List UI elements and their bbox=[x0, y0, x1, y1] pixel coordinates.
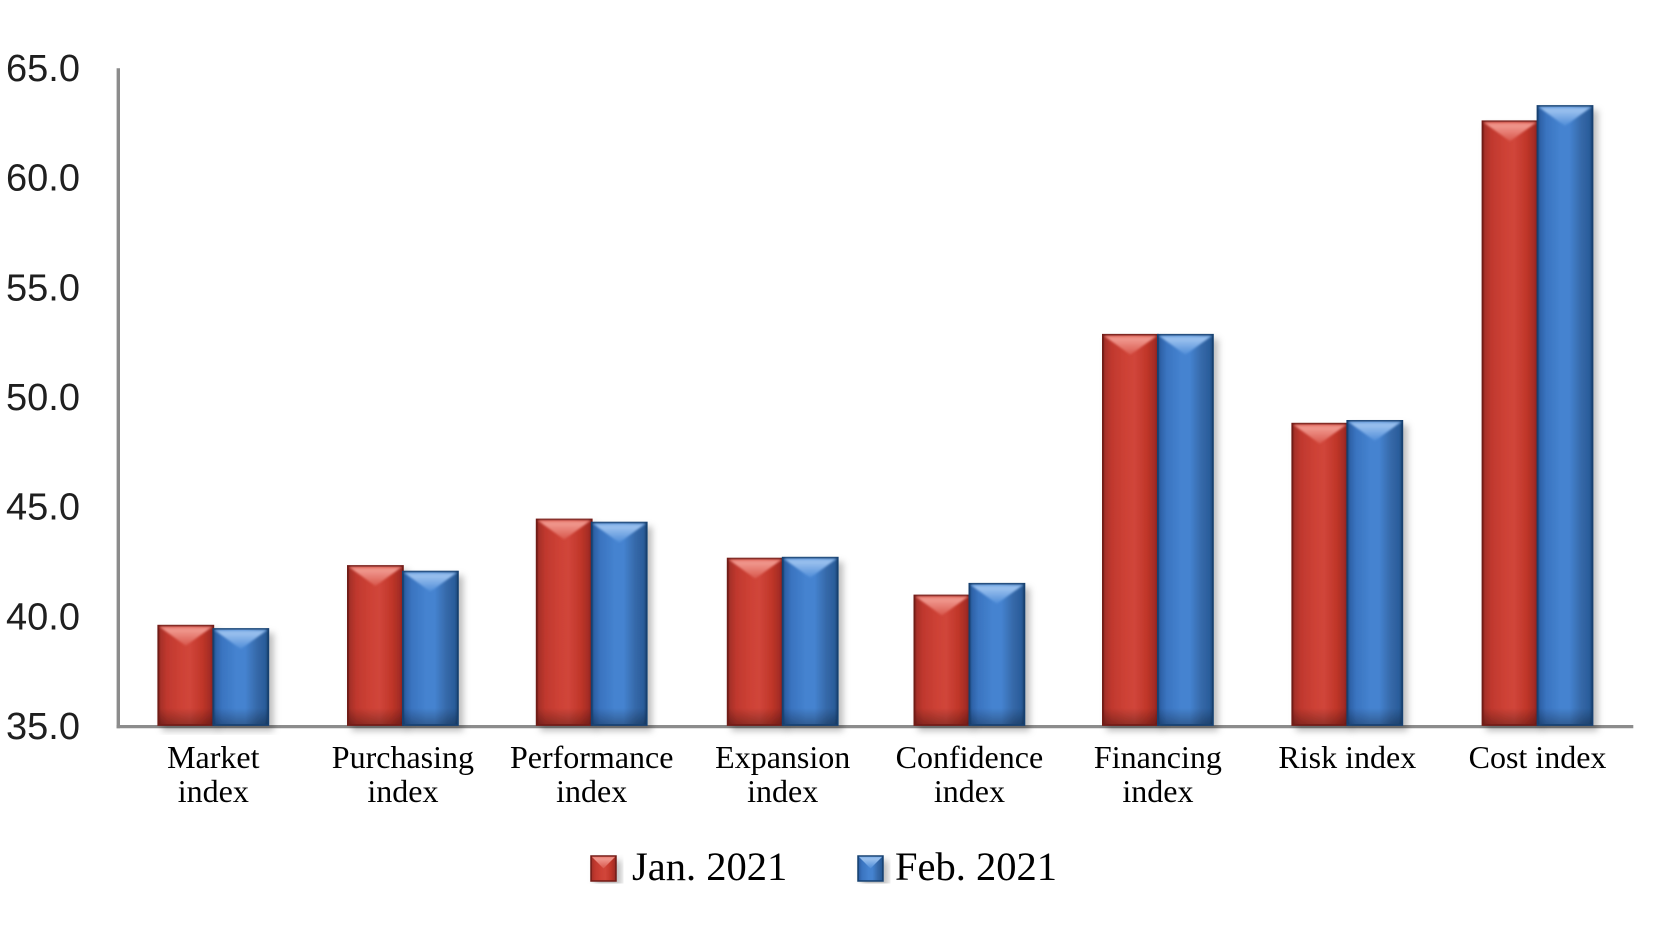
svg-text:index: index bbox=[178, 773, 249, 809]
svg-text:45.0: 45.0 bbox=[6, 487, 80, 529]
svg-text:50.0: 50.0 bbox=[6, 377, 80, 419]
svg-text:Feb. 2021: Feb. 2021 bbox=[895, 844, 1057, 889]
svg-text:65.0: 65.0 bbox=[6, 48, 80, 90]
svg-text:Market: Market bbox=[167, 739, 260, 775]
svg-text:Cost index: Cost index bbox=[1469, 739, 1607, 775]
svg-text:Expansion: Expansion bbox=[715, 739, 850, 775]
svg-text:Financing: Financing bbox=[1094, 739, 1222, 775]
svg-text:index: index bbox=[367, 773, 438, 809]
svg-text:index: index bbox=[1122, 773, 1193, 809]
svg-text:index: index bbox=[747, 773, 818, 809]
svg-text:40.0: 40.0 bbox=[6, 596, 80, 638]
svg-text:Performance: Performance bbox=[510, 739, 673, 775]
svg-text:Jan. 2021: Jan. 2021 bbox=[632, 844, 787, 889]
svg-text:60.0: 60.0 bbox=[6, 158, 80, 200]
svg-text:Purchasing: Purchasing bbox=[332, 739, 474, 775]
svg-text:Confidence: Confidence bbox=[896, 739, 1044, 775]
svg-text:index: index bbox=[934, 773, 1005, 809]
svg-text:index: index bbox=[556, 773, 627, 809]
svg-text:35.0: 35.0 bbox=[6, 706, 80, 748]
svg-text:Risk index: Risk index bbox=[1278, 739, 1416, 775]
svg-text:55.0: 55.0 bbox=[6, 267, 80, 309]
